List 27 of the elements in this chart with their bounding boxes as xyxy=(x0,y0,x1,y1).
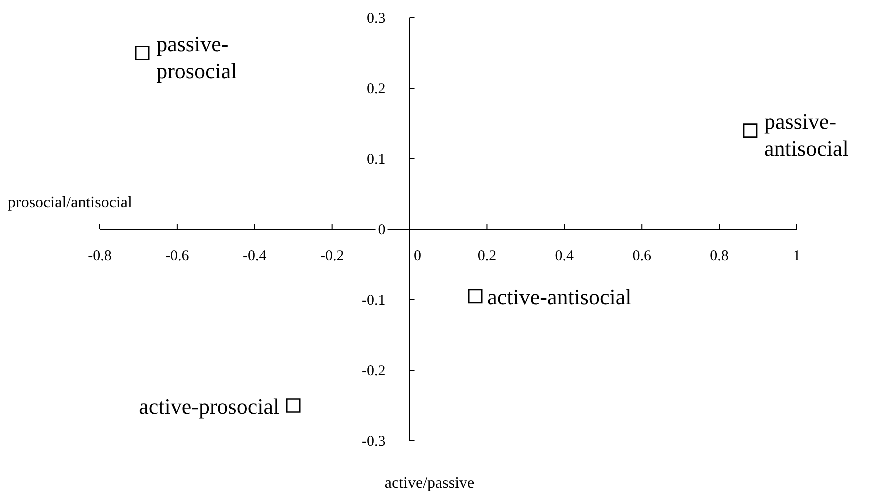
x-tick-label: 0.8 xyxy=(710,248,729,264)
point xyxy=(135,46,150,60)
x-tick-label: -0.4 xyxy=(243,248,268,264)
x-tick-label: -0.2 xyxy=(320,248,344,264)
x-tick-label: 0.6 xyxy=(632,248,652,264)
y-tick-label: -0.3 xyxy=(362,434,386,450)
x-tick-label: -0.8 xyxy=(88,248,112,264)
y-tick-label: 0.3 xyxy=(367,11,386,27)
y-tick-label: 0.1 xyxy=(367,152,386,168)
annotation: active-prosocial xyxy=(139,394,280,419)
point xyxy=(743,124,758,138)
annotation: passive-prosocial xyxy=(156,31,238,84)
x-tick-label: 0.4 xyxy=(555,248,575,264)
x-tick-label: -0.6 xyxy=(166,248,190,264)
y-tick-label: -0.1 xyxy=(362,293,386,309)
y-tick-label: 0 xyxy=(378,222,386,238)
y-tick-label: -0.2 xyxy=(362,364,386,380)
y-tick-label: 0.2 xyxy=(367,82,386,98)
x-tick-label: 0 xyxy=(414,248,422,264)
x-tick-label: 0.2 xyxy=(478,248,497,264)
annotation: passive-antisocial xyxy=(764,108,849,161)
y-axis-title: prosocial/antisocial xyxy=(8,194,133,212)
point xyxy=(468,289,483,304)
x-axis-title: active/passive xyxy=(384,475,475,492)
annotation: active-antisocial xyxy=(488,284,632,310)
x-tick-label: 1 xyxy=(793,248,801,264)
point xyxy=(286,398,301,413)
